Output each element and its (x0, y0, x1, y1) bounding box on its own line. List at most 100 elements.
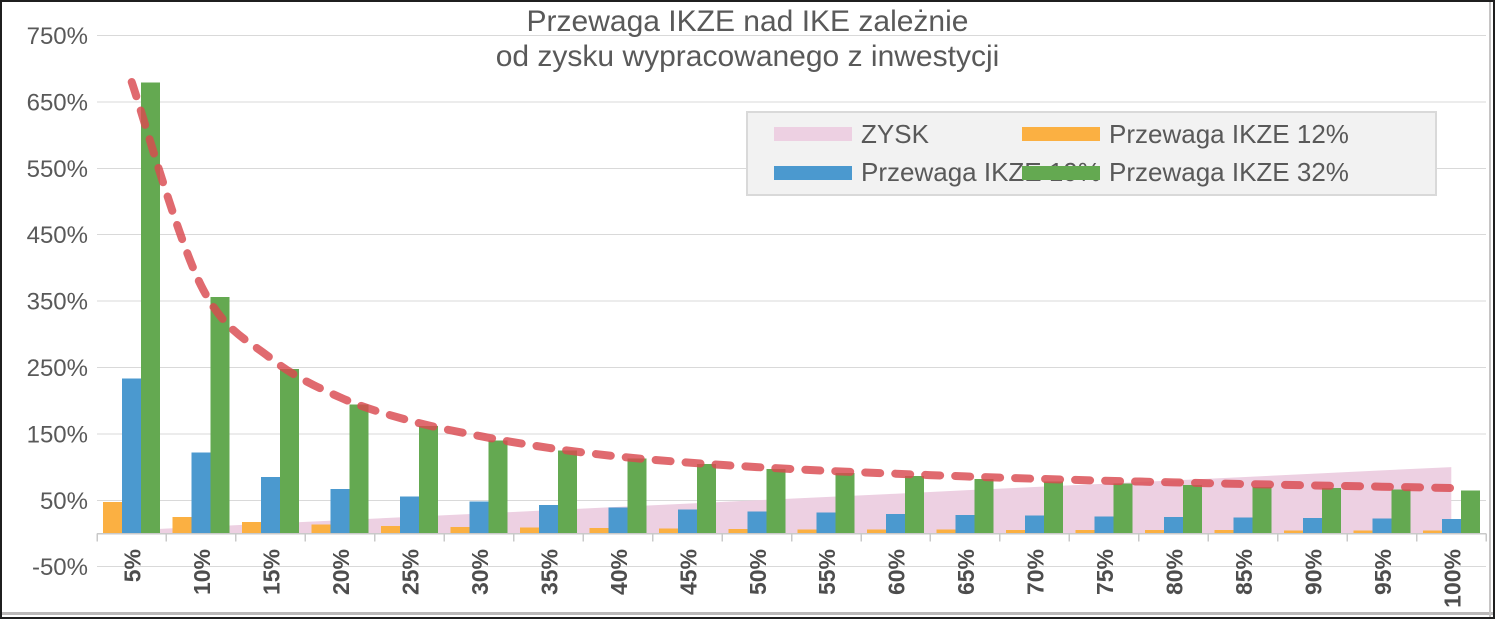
bar-ikze19-85pct (1233, 517, 1253, 534)
bar-ikze12-50pct (728, 529, 748, 534)
bar-ikze32-70pct (1044, 481, 1064, 534)
chart-title-line2: od zysku wypracowanego z inwestycji (495, 40, 1000, 73)
x-axis-label: 85% (1231, 549, 1257, 595)
x-axis-label: 25% (398, 549, 424, 595)
bar-ikze19-80pct (1164, 516, 1183, 534)
legend-swatch-zysk (774, 127, 852, 142)
bar-ikze19-55pct (816, 512, 836, 534)
bar-ikze32-35pct (557, 450, 577, 534)
legend-swatch-ikze32 (1022, 165, 1100, 180)
bar-ikze12-95pct (1353, 530, 1373, 534)
bar-ikze19-90pct (1302, 517, 1322, 534)
x-axis-label: 35% (536, 549, 562, 595)
bar-ikze32-75pct (1113, 483, 1133, 534)
legend-swatch-ikze19 (774, 165, 852, 180)
bar-ikze12-80pct (1145, 530, 1164, 534)
bar-ikze12-90pct (1283, 530, 1303, 534)
bar-ikze32-25pct (419, 426, 438, 534)
bar-ikze32-50pct (766, 469, 786, 534)
y-axis-label: 350% (27, 289, 88, 316)
bar-ikze19-30pct (469, 501, 489, 534)
bar-ikze12-70pct (1006, 529, 1026, 534)
legend-item-ikze12: Przewaga IKZE 12% (1022, 119, 1435, 150)
chart-title-line1: Przewaga IKZE nad IKE zależnie (526, 5, 969, 38)
bar-ikze12-65pct (936, 529, 956, 534)
legend-label-zysk: ZYSK (861, 118, 929, 149)
bar-ikze19-5pct (122, 378, 142, 534)
bar-ikze12-60pct (867, 529, 887, 534)
bar-ikze19-60pct (886, 513, 906, 534)
x-axis-label: 40% (606, 549, 632, 595)
x-axis-label: 90% (1300, 549, 1326, 595)
chart-border-bottom (0, 612, 1495, 615)
bar-ikze12-10pct (172, 516, 192, 534)
bar-ikze12-35pct (519, 527, 539, 534)
x-axis-label: 30% (467, 549, 493, 595)
bar-ikze19-10pct (191, 452, 211, 534)
bar-ikze19-100pct (1441, 518, 1461, 534)
bar-ikze32-5pct (141, 82, 161, 534)
legend-item-ikze19: Przewaga IKZE 19% (774, 157, 1101, 188)
bar-ikze19-20pct (330, 489, 350, 534)
bar-ikze19-35pct (538, 505, 558, 534)
x-axis-label: 15% (259, 549, 285, 595)
bar-ikze32-80pct (1183, 485, 1202, 534)
legend-label-ikze32: Przewaga IKZE 32% (1109, 157, 1349, 188)
bar-ikze19-25pct (400, 496, 419, 534)
bar-ikze32-30pct (488, 440, 508, 534)
bar-ikze12-85pct (1214, 530, 1234, 534)
y-axis-label: 450% (27, 222, 88, 249)
x-axis-label: 95% (1370, 549, 1396, 595)
bar-ikze19-50pct (747, 511, 767, 534)
bar-ikze32-40pct (627, 458, 647, 534)
bar-ikze32-10pct (210, 297, 230, 534)
bar-ikze32-95pct (1391, 489, 1411, 534)
bar-ikze19-95pct (1372, 518, 1392, 534)
x-axis-label: 45% (675, 549, 701, 595)
bar-ikze19-40pct (608, 507, 628, 534)
y-axis-label: 550% (27, 156, 88, 183)
bar-ikze32-90pct (1321, 488, 1341, 534)
bar-ikze12-45pct (658, 528, 678, 534)
y-axis-label: 650% (27, 89, 88, 116)
x-axis-label: 60% (884, 549, 910, 595)
x-axis-label: 65% (953, 549, 979, 595)
bar-ikze12-55pct (797, 529, 817, 534)
x-axis-label: 70% (1023, 549, 1049, 595)
x-axis-label: 100% (1439, 549, 1465, 608)
bar-ikze32-55pct (835, 472, 855, 534)
bar-ikze12-5pct (103, 501, 123, 534)
y-axis-label: 150% (27, 421, 88, 448)
bar-ikze12-30pct (450, 527, 470, 534)
bar-ikze32-45pct (696, 464, 716, 534)
x-axis-label: 55% (814, 549, 840, 595)
bar-ikze32-20pct (349, 404, 369, 534)
legend-label-ikze12: Przewaga IKZE 12% (1109, 118, 1349, 149)
x-axis-label: 5% (120, 549, 146, 582)
bar-ikze32-65pct (974, 479, 994, 534)
y-axis-label: -50% (32, 554, 88, 581)
bar-ikze12-25pct (381, 525, 400, 534)
bar-ikze12-20pct (311, 524, 331, 534)
bar-ikze32-60pct (905, 476, 925, 534)
legend-swatch-ikze12 (1022, 127, 1100, 142)
bar-ikze12-100pct (1422, 530, 1442, 534)
legend-item-zysk: ZYSK (774, 119, 1022, 150)
y-axis-label: 250% (27, 355, 88, 382)
legend: ZYSK Przewaga IKZE 12% Przewaga IKZE 19%… (746, 111, 1437, 196)
x-axis-label: 80% (1162, 549, 1188, 595)
x-axis-label: 10% (189, 549, 215, 595)
x-axis-label: 50% (745, 549, 771, 595)
chart-border-right (1489, 0, 1491, 619)
x-axis-label: 20% (328, 549, 354, 595)
chart-title: Przewaga IKZE nad IKE zależnie od zysku … (0, 4, 1495, 74)
trendline-dashed (127, 78, 1456, 492)
bar-ikze32-85pct (1252, 486, 1272, 534)
x-axis-label: 75% (1092, 549, 1118, 595)
bar-ikze19-70pct (1025, 515, 1045, 534)
bar-ikze19-65pct (955, 514, 975, 534)
bar-ikze19-15pct (261, 476, 281, 534)
y-axis-label: 750% (27, 23, 88, 50)
legend-item-ikze32: Przewaga IKZE 32% (1022, 157, 1435, 188)
